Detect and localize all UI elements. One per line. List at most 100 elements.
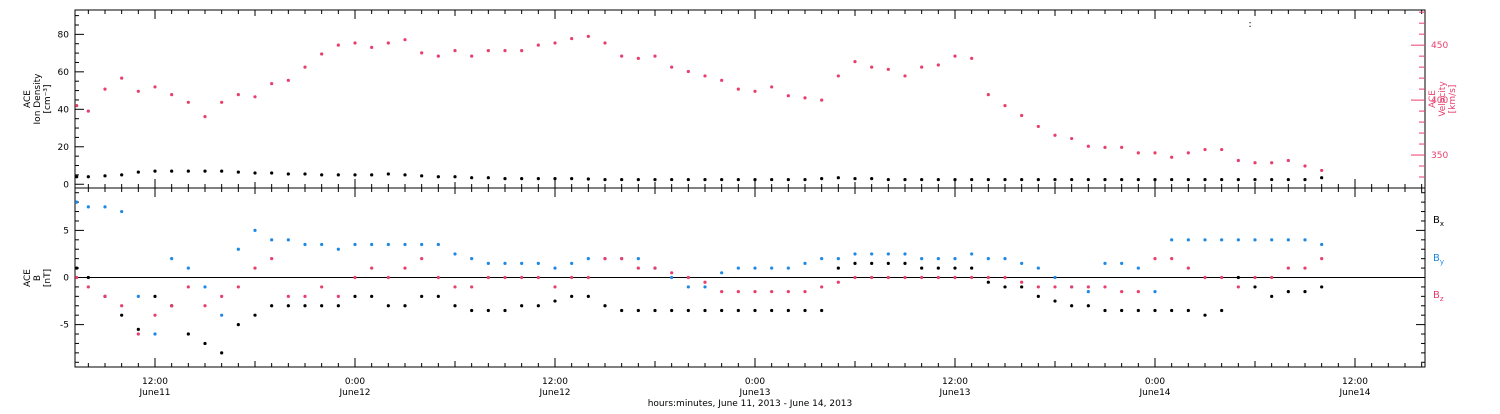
density-point — [1153, 177, 1157, 182]
bx-point — [1020, 285, 1024, 289]
x-tick-time-label: 12:00 — [542, 377, 568, 387]
bz-point — [870, 275, 874, 280]
bx-point — [920, 266, 924, 270]
velocity-point — [786, 94, 790, 98]
bz-point — [903, 275, 907, 280]
by-point — [220, 313, 224, 317]
velocity-point — [886, 67, 890, 71]
by-point — [103, 205, 107, 209]
bx-point — [336, 304, 340, 308]
bz-point — [253, 266, 257, 270]
bx-point — [1170, 308, 1174, 313]
bx-point — [436, 294, 440, 298]
bz-point — [753, 290, 757, 294]
velocity-point — [1303, 164, 1307, 168]
top-right-ylabel-line1: ACE — [1428, 90, 1438, 108]
bz-point — [286, 294, 290, 298]
velocity-point — [1220, 147, 1224, 152]
bz-point — [75, 275, 79, 280]
density-point — [870, 177, 874, 181]
velocity-point — [636, 56, 640, 60]
x-tick-time-label: 12:00 — [942, 377, 968, 387]
bz-point — [270, 257, 274, 261]
x-tick-date-label: June12 — [338, 388, 370, 398]
bz-point — [203, 304, 207, 308]
velocity-point — [486, 49, 490, 53]
top-right-ylabel-line2: Velocity — [1438, 81, 1448, 117]
bz-point — [836, 280, 840, 284]
velocity-point — [803, 96, 807, 100]
velocity-point — [936, 63, 940, 67]
bz-point — [386, 275, 390, 280]
legend-bx-sub: x — [1440, 220, 1444, 228]
velocity-point — [370, 45, 374, 49]
data-marks — [75, 34, 1324, 355]
by-point — [1136, 266, 1140, 270]
by-point — [786, 266, 790, 270]
by-point — [1203, 238, 1207, 242]
bx-point — [1253, 285, 1257, 289]
by-point — [136, 294, 140, 298]
by-point — [553, 266, 557, 270]
velocity-point — [470, 54, 474, 58]
bz-point — [986, 275, 990, 280]
bx-point — [736, 308, 740, 313]
by-point — [86, 205, 90, 209]
density-point — [686, 177, 690, 182]
bz-point — [853, 275, 857, 280]
velocity-point — [203, 114, 207, 119]
bz-point — [620, 257, 624, 261]
bz-point — [336, 294, 340, 298]
y-tick-label-field: -5 — [60, 321, 69, 331]
bz-point — [320, 285, 324, 289]
bz-point — [520, 275, 524, 280]
bx-point — [1036, 294, 1040, 298]
bx-point — [1186, 308, 1190, 313]
bx-point — [703, 308, 707, 313]
by-point — [420, 242, 424, 247]
velocity-point — [320, 52, 324, 56]
by-point — [1036, 266, 1040, 270]
by-point — [503, 261, 507, 265]
bx-point — [503, 308, 507, 313]
bx-point — [153, 294, 157, 298]
bx-point — [553, 299, 557, 303]
y-tick-label-left: 20 — [58, 143, 70, 153]
bx-point — [653, 308, 657, 313]
y-tick-label-left: 0 — [63, 180, 69, 190]
density-point — [420, 174, 424, 178]
by-point — [820, 257, 824, 261]
velocity-point — [120, 76, 124, 80]
by-point — [1236, 238, 1240, 242]
top-right-ylabel: ACE Velocity [km/s] — [1428, 81, 1458, 117]
density-point — [770, 177, 774, 182]
by-point — [903, 252, 907, 256]
x-tick-time-label: 12:00 — [142, 377, 168, 387]
by-point — [1270, 238, 1274, 242]
by-point — [1120, 261, 1124, 265]
velocity-point — [75, 103, 79, 108]
bz-point — [770, 290, 774, 294]
bx-point — [420, 294, 424, 298]
velocity-point — [153, 85, 157, 89]
bz-point — [536, 275, 540, 280]
density-point — [803, 177, 807, 182]
bz-point — [1020, 280, 1024, 284]
density-point — [186, 169, 190, 173]
by-point — [1253, 238, 1257, 242]
density-point — [1203, 177, 1207, 182]
bx-point — [853, 261, 857, 265]
velocity-point — [136, 89, 140, 93]
bz-point — [703, 280, 707, 284]
bx-point — [1136, 308, 1140, 313]
velocity-point — [503, 49, 507, 53]
top-left-ylabel-line2: Ion Density — [33, 73, 43, 125]
y-tick-label-left: 80 — [58, 30, 70, 40]
top-left-ylabel-line3: [cm⁻³] — [43, 84, 53, 113]
bz-point — [1070, 285, 1074, 289]
by-point — [236, 247, 240, 251]
bz-point — [786, 290, 790, 294]
velocity-point — [1003, 103, 1007, 108]
bz-point — [1253, 275, 1257, 280]
by-point — [353, 242, 357, 247]
